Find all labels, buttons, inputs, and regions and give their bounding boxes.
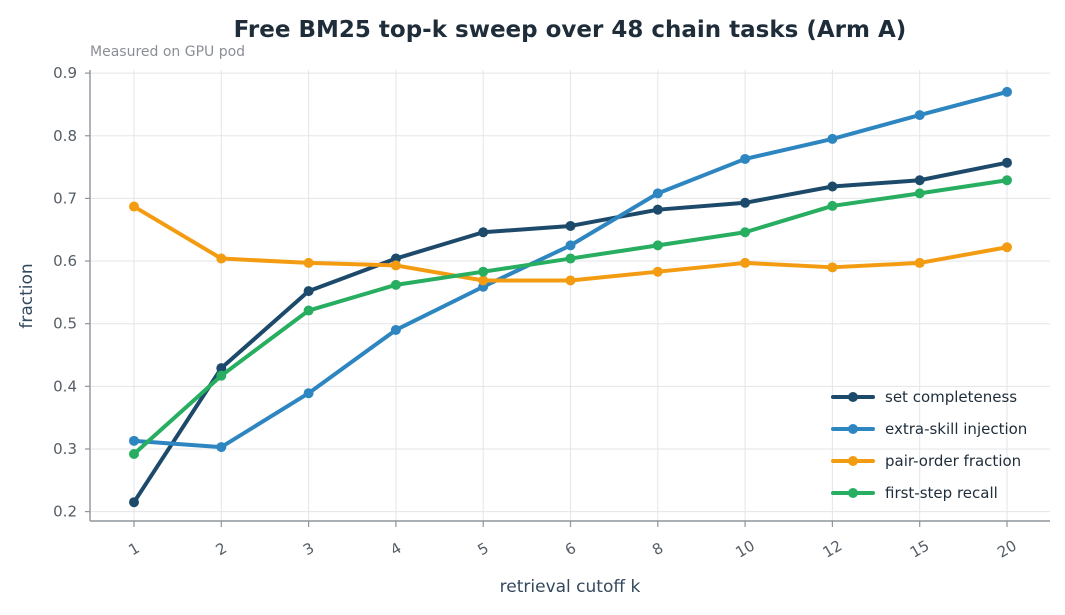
data-point — [914, 188, 925, 199]
series-pair-order-fraction — [129, 201, 1012, 286]
x-tick-label: 1 — [125, 539, 142, 559]
legend-swatch-marker — [848, 392, 858, 402]
x-tick-label: 4 — [387, 539, 404, 559]
chart-title: Free BM25 top-k sweep over 48 chain task… — [234, 17, 907, 43]
legend-swatch-marker — [848, 488, 858, 498]
data-point — [216, 370, 227, 381]
y-tick-label: 0.5 — [53, 315, 77, 333]
chart-subtitle: Measured on GPU pod — [90, 44, 245, 60]
legend-swatch-marker — [848, 424, 858, 434]
x-tick-label: 2 — [213, 539, 230, 559]
data-point — [565, 253, 576, 264]
legend-label: first-step recall — [885, 484, 998, 502]
data-point — [914, 110, 925, 121]
data-point — [129, 201, 139, 212]
legend-item: extra-skill injection — [831, 420, 1027, 438]
data-point — [129, 497, 139, 508]
legend-label: pair-order fraction — [885, 452, 1021, 470]
x-tick-label: 20 — [994, 536, 1020, 561]
x-tick-label: 3 — [300, 539, 317, 559]
data-point — [652, 204, 663, 215]
data-point — [303, 286, 314, 297]
data-point — [827, 181, 838, 192]
x-tick-label: 15 — [907, 536, 933, 561]
data-point — [1002, 157, 1012, 168]
x-tick-label: 6 — [562, 539, 579, 559]
data-point — [652, 188, 663, 199]
x-axis-label: retrieval cutoff k — [500, 577, 641, 597]
y-tick-label: 0.8 — [53, 127, 77, 145]
data-point — [303, 257, 314, 268]
y-tick-label: 0.6 — [53, 252, 77, 270]
y-tick-label: 0.4 — [53, 377, 77, 395]
data-point — [390, 279, 401, 290]
data-point — [129, 435, 139, 446]
x-tick-label: 12 — [820, 536, 846, 561]
data-point — [1002, 175, 1012, 186]
data-point — [303, 388, 314, 399]
data-point — [565, 220, 576, 231]
data-point — [740, 257, 751, 268]
data-point — [390, 253, 401, 264]
data-point — [390, 260, 401, 271]
data-point — [565, 275, 576, 286]
series-set-completeness — [129, 157, 1012, 508]
y-tick-label: 0.2 — [53, 503, 77, 521]
data-point — [827, 133, 838, 144]
data-point — [740, 197, 751, 208]
data-point — [478, 275, 489, 286]
data-point — [652, 240, 663, 251]
legend-item: first-step recall — [831, 484, 998, 502]
data-point — [740, 153, 751, 164]
legend-label: set completeness — [885, 388, 1017, 406]
legend-label: extra-skill injection — [885, 420, 1027, 438]
legend-item: set completeness — [831, 388, 1017, 406]
data-point — [129, 448, 139, 459]
x-tick-label: 5 — [475, 539, 492, 559]
data-point — [216, 253, 227, 264]
series-first-step-recall — [129, 175, 1012, 459]
series-lines — [129, 86, 1012, 508]
data-point — [478, 227, 489, 238]
data-point — [216, 442, 227, 453]
data-point — [565, 240, 576, 251]
data-point — [478, 266, 489, 277]
data-point — [914, 175, 925, 186]
data-point — [827, 262, 838, 273]
data-point — [740, 227, 751, 238]
y-tick-label: 0.3 — [53, 440, 77, 458]
data-point — [1002, 242, 1012, 253]
y-tick-label: 0.9 — [53, 64, 77, 82]
x-tick-label: 8 — [649, 539, 666, 559]
data-point — [216, 363, 227, 374]
legend: set completeness extra-skill injection pai… — [831, 388, 1027, 502]
data-point — [303, 305, 314, 316]
data-point — [914, 257, 925, 268]
data-point — [1002, 86, 1012, 97]
data-point — [652, 266, 663, 277]
data-point — [390, 324, 401, 335]
y-axis-label: fraction — [17, 263, 37, 328]
legend-swatch-marker — [848, 456, 858, 466]
legend-item: pair-order fraction — [831, 452, 1021, 470]
data-point — [827, 200, 838, 211]
x-tick-label: 10 — [732, 536, 758, 561]
y-tick-label: 0.7 — [53, 189, 77, 207]
